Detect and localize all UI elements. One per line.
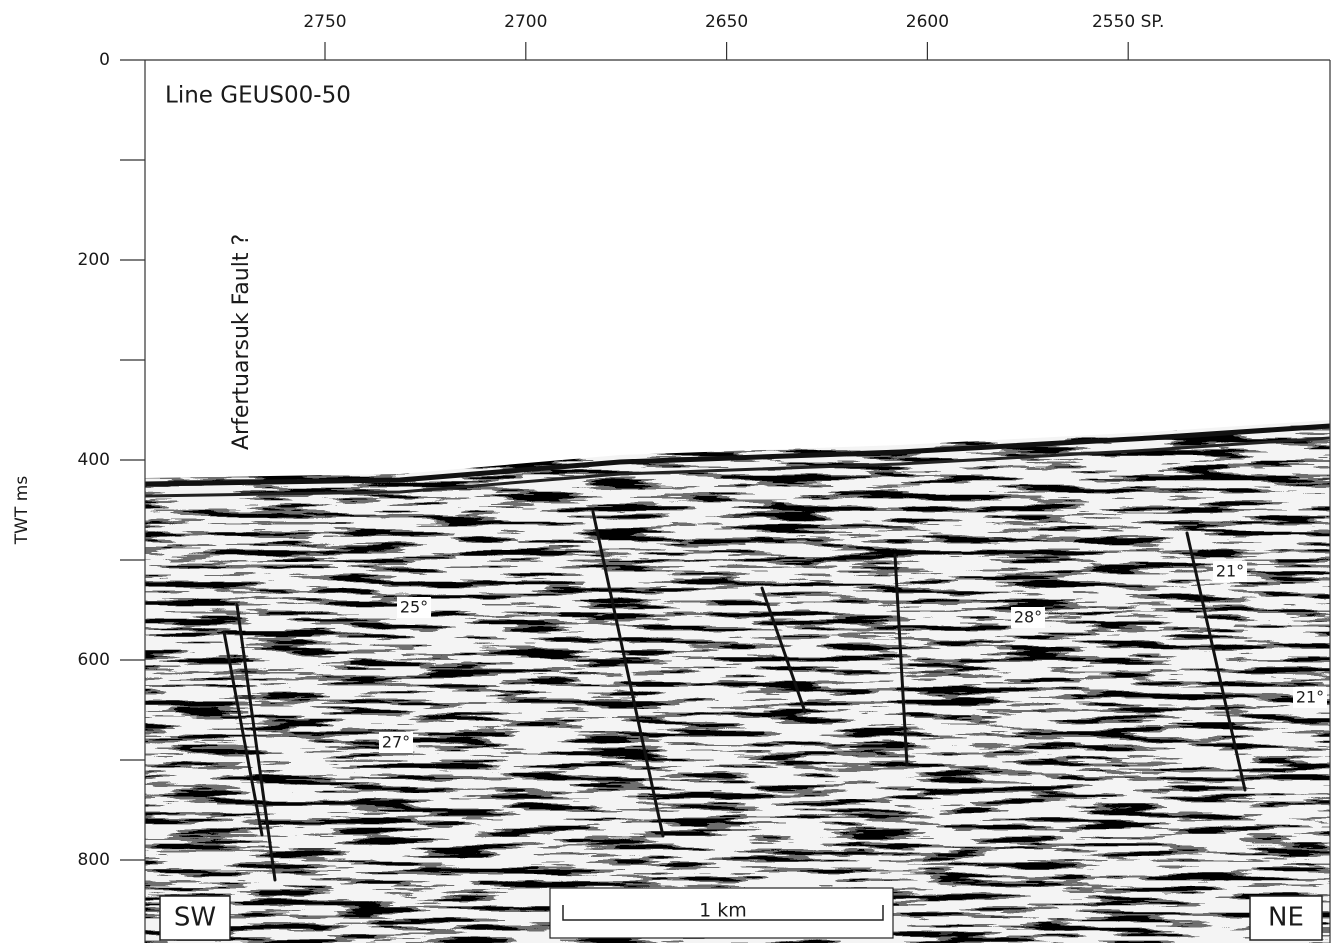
scale-label: 1 km (699, 900, 747, 922)
direction-ne: NE (1250, 896, 1322, 940)
x-tick-label: 2600 (906, 12, 949, 32)
y-axis-label: TWT ms (12, 476, 32, 546)
angle-label: 21° (1296, 688, 1324, 707)
x-tick-label: 2550 SP. (1092, 12, 1164, 32)
seismic-section (145, 400, 1330, 943)
x-tick-label: 2750 (303, 12, 346, 32)
direction-sw: SW (160, 896, 230, 940)
angle-label: 25° (400, 598, 428, 617)
y-tick-label: 800 (78, 850, 110, 870)
angle-label: 27° (382, 733, 410, 752)
seismic-figure: 2750 2700 2650 2600 2550 SP. 0 200 400 600 800 TW… (0, 0, 1334, 943)
direction-label: NE (1268, 903, 1304, 933)
x-tick-label: 2650 (705, 12, 748, 32)
y-tick-label: 400 (78, 450, 110, 470)
fault-label: Arfertuarsuk Fault ? (229, 234, 254, 450)
scale-bar: 1 km (550, 888, 893, 938)
angle-label: 21° (1216, 562, 1244, 581)
y-tick-label: 600 (78, 650, 110, 670)
y-tick-label: 200 (78, 250, 110, 270)
y-tick-label: 0 (99, 50, 110, 70)
line-name: Line GEUS00-50 (165, 83, 351, 109)
x-tick-label: 2700 (504, 12, 547, 32)
angle-label: 28° (1014, 608, 1042, 627)
direction-label: SW (174, 903, 216, 933)
